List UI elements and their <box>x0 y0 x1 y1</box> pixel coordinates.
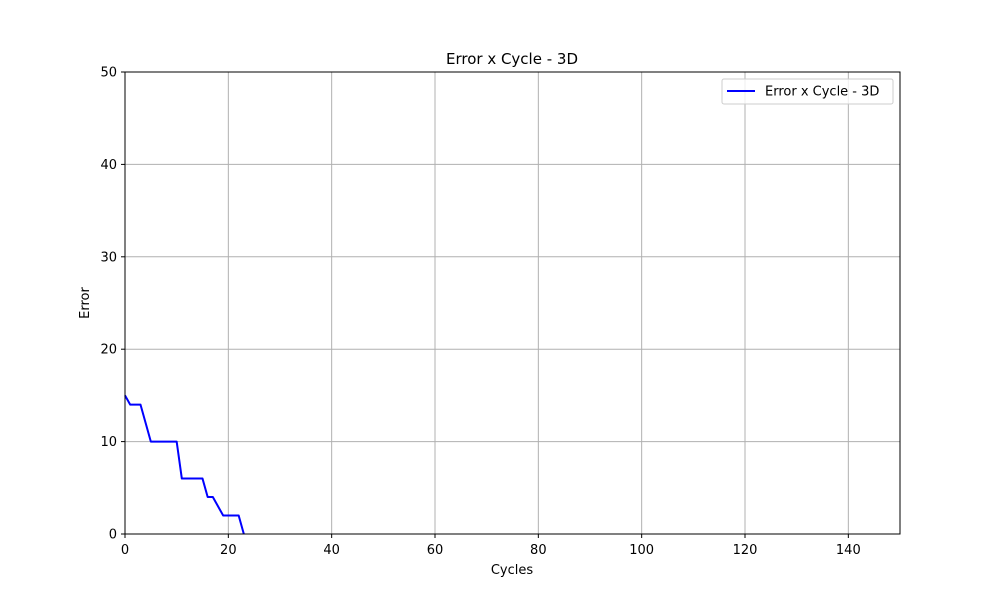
y-tick-label: 0 <box>109 528 117 543</box>
x-tick-label: 100 <box>629 543 654 558</box>
y-axis: 0 10 20 30 40 50 <box>100 66 125 543</box>
chart-title: Error x Cycle - 3D <box>446 50 578 68</box>
x-tick-label: 80 <box>530 543 547 558</box>
y-tick-label: 10 <box>100 435 117 450</box>
x-tick-label: 20 <box>220 543 237 558</box>
legend-box <box>721 78 894 105</box>
series-line-0 <box>124 394 245 535</box>
x-axis-title: Cycles <box>491 563 534 578</box>
series-layer <box>124 394 245 535</box>
y-tick-label: 20 <box>100 343 117 358</box>
y-tick-label: 50 <box>100 66 117 81</box>
x-tick-label: 140 <box>836 543 861 558</box>
x-axis: 0 20 40 60 80 100 120 140 <box>121 534 861 558</box>
x-tick-label: 0 <box>121 543 129 558</box>
y-tick-label: 40 <box>100 158 117 173</box>
x-tick-label: 120 <box>733 543 758 558</box>
legend: Error x Cycle - 3D <box>721 78 894 105</box>
x-tick-label: 40 <box>323 543 340 558</box>
plot-frame <box>124 71 901 535</box>
y-tick-label: 30 <box>100 250 117 265</box>
y-axis-title: Error <box>78 287 93 319</box>
legend-label: Error x Cycle - 3D <box>765 85 879 100</box>
x-tick-label: 60 <box>427 543 444 558</box>
